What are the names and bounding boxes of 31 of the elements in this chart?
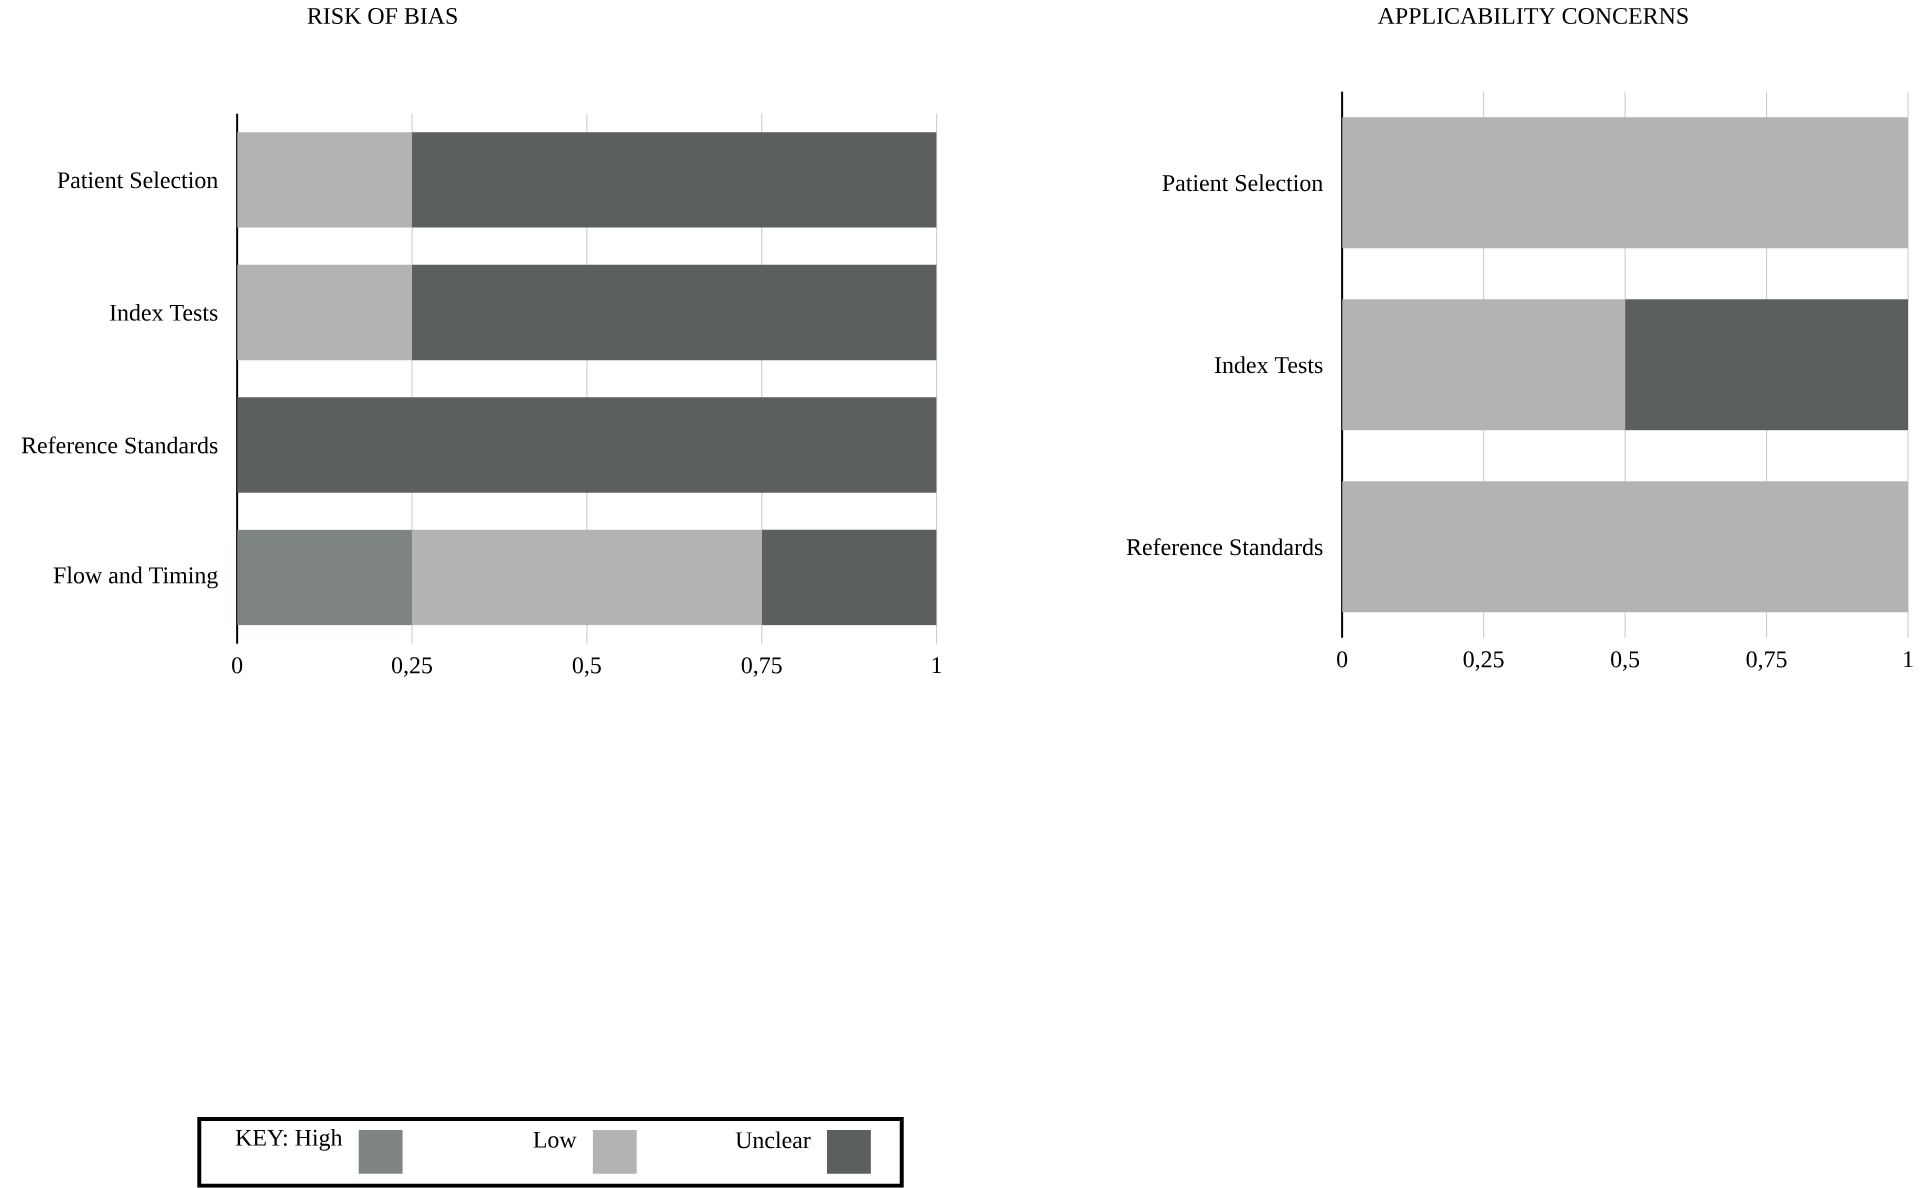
legend-label: High — [295, 1129, 343, 1151]
legend-title: KEY: — [235, 1130, 287, 1147]
y-tick-label: Flow and Timing — [53, 566, 218, 589]
bar — [237, 132, 413, 228]
bar — [412, 264, 937, 361]
x-tick-label: 0,5 — [572, 657, 601, 677]
bar — [237, 264, 413, 361]
x-tick-label: 0 — [1337, 651, 1348, 668]
y-tick-label: Reference Standards — [21, 436, 218, 454]
x-tick-label: 1 — [932, 657, 942, 674]
legend-label: Unclear — [735, 1131, 811, 1149]
y-tick-label: Patient Selection — [57, 171, 218, 189]
y-tick-label: Reference Standards — [1126, 538, 1323, 556]
x-tick-label: 0,25 — [1463, 651, 1504, 672]
bar — [237, 529, 413, 626]
y-tick-label: Index Tests — [109, 304, 218, 321]
x-tick-label: 0,25 — [392, 657, 432, 677]
bar — [761, 529, 937, 626]
bar — [237, 397, 937, 493]
legend-label: Low — [533, 1132, 577, 1148]
bar — [412, 132, 937, 228]
bar — [412, 529, 762, 626]
x-tick-label: 1 — [1904, 651, 1913, 668]
chart-title: APPLICABILITY CONCERNS — [1377, 8, 1688, 25]
x-tick-label: 0,75 — [741, 657, 782, 677]
x-tick-label: 0,75 — [1746, 651, 1787, 672]
chart-title: RISK OF BIAS — [307, 8, 457, 25]
y-tick-label: Patient Selection — [1162, 174, 1323, 192]
x-tick-label: 0,5 — [1611, 651, 1640, 672]
y-tick-label: Index Tests — [1214, 356, 1323, 374]
x-tick-label: 0 — [232, 657, 243, 674]
